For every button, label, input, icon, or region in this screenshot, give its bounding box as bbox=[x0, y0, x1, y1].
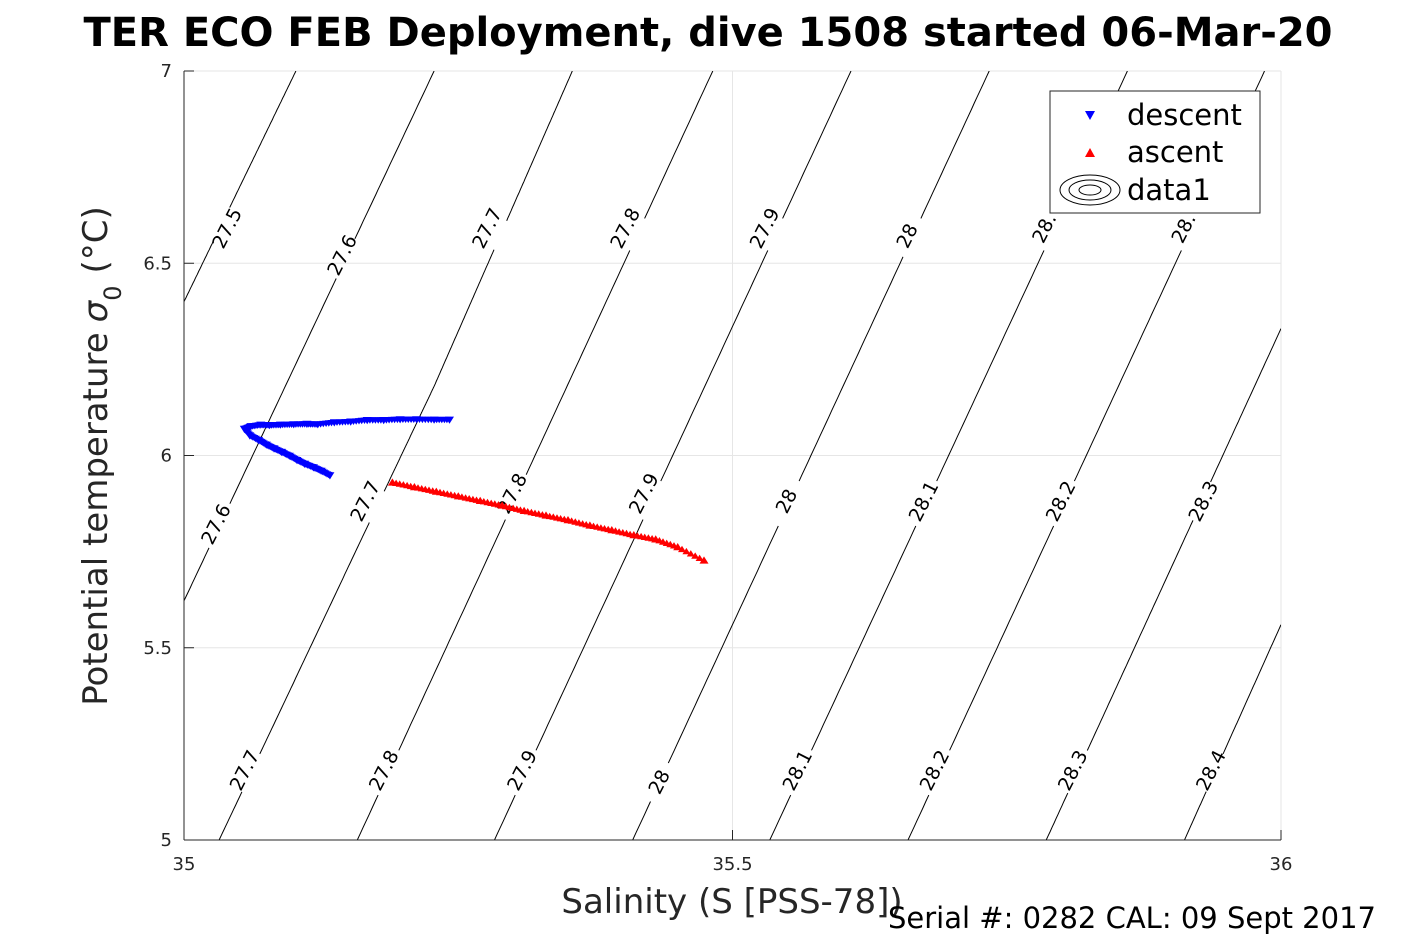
descent-point bbox=[427, 416, 436, 424]
ascent-point bbox=[648, 535, 657, 542]
descent-point bbox=[344, 419, 352, 426]
contour-line-27.5 bbox=[184, 241, 214, 302]
contour-line-28 bbox=[798, 256, 904, 482]
ascent-point bbox=[582, 521, 591, 528]
contour-line-27.7 bbox=[506, 71, 573, 221]
y-axis-label-subscript: 0 bbox=[99, 285, 127, 300]
contour-line-28.4 bbox=[1184, 791, 1207, 840]
x-tick-label: 35.5 bbox=[712, 854, 752, 875]
contour-line-27.6 bbox=[229, 278, 337, 504]
x-tick-label: 35 bbox=[173, 854, 196, 875]
contour-line-28.3 bbox=[1045, 792, 1069, 840]
contour-line-27.8 bbox=[356, 794, 379, 840]
contour-line-27.9 bbox=[782, 71, 852, 219]
contour-line-28.1 bbox=[936, 250, 1045, 482]
contour-line-28.3 bbox=[1086, 520, 1194, 751]
legend-box bbox=[1049, 90, 1261, 214]
contour-line-27.7 bbox=[259, 522, 370, 755]
legend-ascent-marker-icon bbox=[1085, 148, 1095, 157]
contour-line-28.1 bbox=[811, 525, 917, 751]
contour-line-28.3 bbox=[1210, 328, 1281, 483]
legend-descent-marker-icon bbox=[1085, 111, 1095, 120]
x-tick-label: 36 bbox=[1270, 854, 1293, 875]
contour-line-27.8 bbox=[644, 71, 714, 219]
ascent-point bbox=[626, 530, 635, 538]
contour-line-28 bbox=[632, 801, 651, 840]
contour-line-28.4 bbox=[1222, 624, 1281, 755]
ascent-point bbox=[695, 554, 704, 561]
y-tick-label: 5.5 bbox=[143, 638, 172, 659]
descent-point bbox=[376, 417, 385, 424]
ascent-point bbox=[538, 511, 547, 518]
ascent-point bbox=[604, 525, 613, 533]
contour-line-28.1 bbox=[769, 794, 792, 840]
ascent-point bbox=[560, 515, 569, 523]
contour-line-27.7 bbox=[218, 791, 243, 840]
legend-data1-label: data1 bbox=[1127, 173, 1211, 207]
contour-line-27.9 bbox=[535, 519, 644, 751]
density-contours bbox=[184, 71, 1281, 840]
ascent-point bbox=[686, 550, 695, 557]
contour-line-27.5 bbox=[229, 71, 297, 208]
descent-series bbox=[239, 416, 454, 480]
y-axis-label-sigma: σ bbox=[76, 299, 116, 322]
data-series bbox=[239, 416, 709, 564]
y-axis-label-text: Potential temperature σ0 (°C) bbox=[76, 206, 127, 706]
y-tick-label: 5 bbox=[161, 830, 172, 851]
contour-line-28.2 bbox=[1073, 250, 1182, 482]
contour-line-27.9 bbox=[494, 794, 516, 840]
legend-descent-label: descent bbox=[1127, 98, 1242, 132]
contour-line-27.9 bbox=[660, 250, 769, 482]
ascent-point bbox=[450, 491, 459, 499]
ascent-point bbox=[472, 496, 481, 503]
descent-point bbox=[442, 416, 451, 424]
y-tick-label: 6 bbox=[161, 446, 172, 467]
descent-point bbox=[409, 416, 418, 423]
ascent-point bbox=[682, 547, 691, 555]
legend-ascent-label: ascent bbox=[1127, 135, 1223, 169]
y-axis-label: Potential temperature σ0 (°C) bbox=[76, 206, 127, 706]
ascent-point bbox=[494, 501, 503, 508]
descent-point bbox=[360, 417, 369, 424]
ascent-point bbox=[516, 506, 525, 513]
contour-line-27.8 bbox=[525, 250, 631, 475]
ascent-series bbox=[387, 478, 709, 564]
legend: descent ascent data1 bbox=[1049, 90, 1261, 214]
ascent-point bbox=[670, 542, 678, 549]
contour-line-28 bbox=[920, 71, 990, 219]
contour-line-27.6 bbox=[184, 547, 210, 602]
descent-point bbox=[327, 420, 336, 427]
ascent-point bbox=[678, 545, 686, 553]
contour-line-28.2 bbox=[949, 525, 1055, 751]
chart-title: TER ECO FEB Deployment, dive 1508 starte… bbox=[83, 10, 1332, 56]
serial-cal-footer: Serial #: 0282 CAL: 09 Sept 2017 bbox=[888, 901, 1376, 935]
descent-point bbox=[393, 416, 402, 424]
legend-contour-icon bbox=[1059, 174, 1121, 206]
ascent-point bbox=[428, 487, 437, 494]
y-tick-label: 7 bbox=[161, 61, 172, 82]
axes bbox=[183, 70, 1282, 841]
contour-line-28 bbox=[667, 525, 779, 764]
y-tick-label: 6.5 bbox=[143, 253, 172, 274]
contour-line-27.6 bbox=[354, 71, 435, 240]
contour-line-27.7 bbox=[383, 249, 495, 492]
ascent-point bbox=[406, 482, 415, 490]
y-axis-label-main: Potential temperature bbox=[76, 332, 116, 705]
tick-labels: 35 35.5 36 5 5.5 6 6.5 7 bbox=[143, 61, 1292, 875]
ascent-point bbox=[691, 552, 700, 559]
ascent-point bbox=[699, 556, 709, 564]
x-axis-label: Salinity (S [PSS-78]) bbox=[561, 882, 902, 922]
y-axis-label-unit: (°C) bbox=[76, 206, 116, 273]
contour-line-27.8 bbox=[398, 519, 506, 751]
contour-line-28.2 bbox=[907, 794, 930, 840]
